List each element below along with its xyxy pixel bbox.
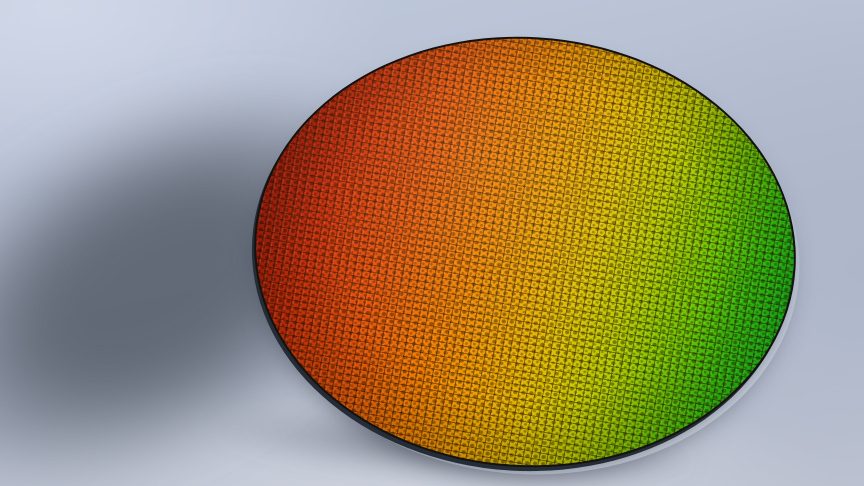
silicon-wafer bbox=[241, 20, 809, 484]
wafer-group bbox=[239, 20, 813, 486]
